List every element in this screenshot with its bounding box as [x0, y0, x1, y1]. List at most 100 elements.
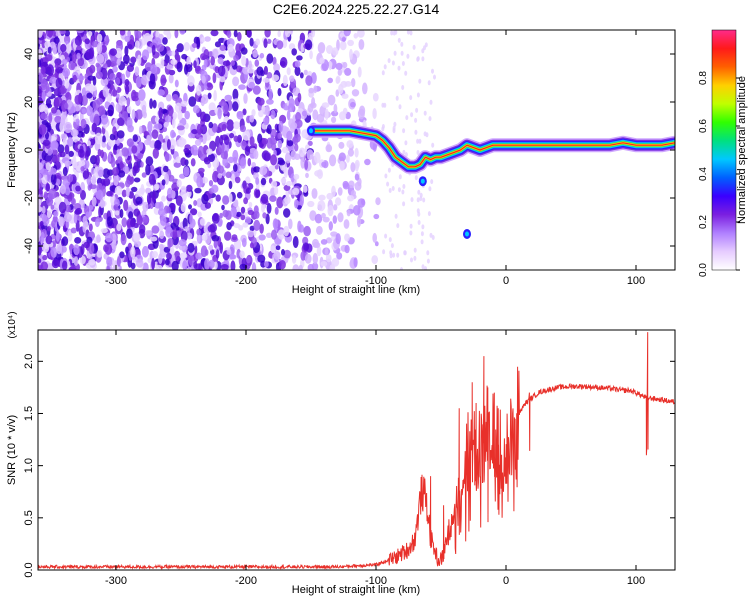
noise-blob [209, 140, 217, 152]
noise-blob [266, 203, 272, 214]
noise-blob [335, 77, 340, 84]
noise-blob [416, 138, 420, 144]
noise-blob [396, 252, 400, 258]
snr-series-line [38, 332, 675, 570]
noise-blob [154, 123, 163, 130]
noise-blob [254, 59, 260, 67]
noise-blob [128, 34, 135, 47]
noise-blob [158, 201, 164, 212]
noise-blob [74, 35, 82, 47]
noise-blob [244, 145, 251, 156]
noise-blob [344, 233, 350, 242]
noise-blob [148, 173, 156, 185]
noise-blob [201, 193, 209, 205]
noise-blob [165, 258, 170, 266]
noise-blob [38, 194, 44, 201]
noise-blob [84, 38, 90, 45]
colorbar-tick-label: 0.0 [698, 263, 709, 277]
noise-blob [210, 30, 219, 37]
noise-blob [40, 112, 48, 120]
noise-blob [133, 208, 140, 217]
noise-blob [303, 242, 309, 251]
noise-blob [176, 43, 184, 53]
noise-blob [317, 42, 326, 54]
noise-blob [192, 42, 197, 49]
noise-blob [200, 245, 208, 258]
noise-blob [241, 55, 247, 66]
noise-blob [79, 255, 86, 265]
noise-blob [124, 79, 130, 86]
noise-blob [247, 158, 252, 167]
noise-blob [249, 225, 255, 232]
noise-blob [105, 232, 113, 243]
noise-blob [45, 162, 51, 171]
noise-blob [104, 243, 113, 255]
noise-blob [87, 30, 93, 37]
noise-blob [258, 110, 264, 118]
noise-blob [249, 136, 255, 147]
noise-blob [309, 50, 313, 60]
noise-blob [313, 85, 318, 94]
noise-blob [382, 249, 386, 255]
noise-blob [150, 64, 158, 75]
noise-blob [404, 70, 408, 76]
noise-blob [232, 88, 239, 101]
noise-blob [243, 197, 249, 205]
noise-blob [264, 261, 269, 268]
noise-blob [102, 86, 109, 98]
y-tick-label: 40 [23, 48, 35, 60]
noise-blob [128, 211, 134, 220]
noise-blob [169, 247, 175, 255]
noise-blob [362, 82, 368, 95]
noise-blob [64, 78, 70, 89]
noise-blob [420, 231, 424, 237]
noise-blob [277, 229, 285, 240]
noise-blob [325, 237, 333, 244]
noise-blob [247, 209, 255, 216]
noise-blob [409, 30, 413, 36]
noise-blob [44, 54, 53, 62]
noise-blob [309, 210, 317, 222]
noise-blob [431, 68, 434, 74]
colorbar-tick-label: 0.8 [698, 71, 709, 85]
noise-blob [406, 53, 410, 59]
noise-blob [95, 62, 100, 68]
noise-blob [86, 140, 91, 146]
noise-blob [388, 237, 392, 243]
noise-blob [112, 167, 119, 176]
noise-blob [105, 34, 109, 46]
noise-blob [161, 195, 166, 202]
noise-blob [264, 30, 271, 38]
noise-blob [38, 217, 43, 223]
noise-blob [372, 108, 377, 120]
noise-blob [41, 120, 49, 126]
noise-blob [425, 132, 429, 138]
snr-background [38, 330, 675, 570]
noise-blob [390, 243, 394, 249]
noise-blob [429, 232, 433, 238]
noise-blob [151, 129, 159, 139]
noise-blob [236, 65, 243, 73]
noise-blob [344, 81, 352, 87]
noise-blob [178, 239, 187, 247]
noise-blob [401, 189, 405, 195]
noise-blob [252, 85, 261, 95]
noise-blob [166, 252, 172, 260]
noise-blob [93, 113, 100, 126]
noise-blob [257, 97, 265, 106]
noise-blob [186, 190, 192, 198]
noise-blob [288, 43, 296, 50]
noise-blob [240, 206, 246, 214]
noise-blob [163, 165, 169, 173]
noise-blob [409, 230, 413, 236]
noise-blob [138, 125, 143, 135]
noise-blob [154, 183, 160, 191]
noise-blob [296, 55, 303, 61]
noise-blob [123, 199, 129, 212]
noise-blob [106, 256, 113, 267]
noise-blob [97, 148, 102, 157]
noise-blob [231, 234, 238, 241]
noise-blob [55, 77, 63, 89]
noise-blob [142, 262, 149, 270]
noise-blob [176, 125, 185, 131]
